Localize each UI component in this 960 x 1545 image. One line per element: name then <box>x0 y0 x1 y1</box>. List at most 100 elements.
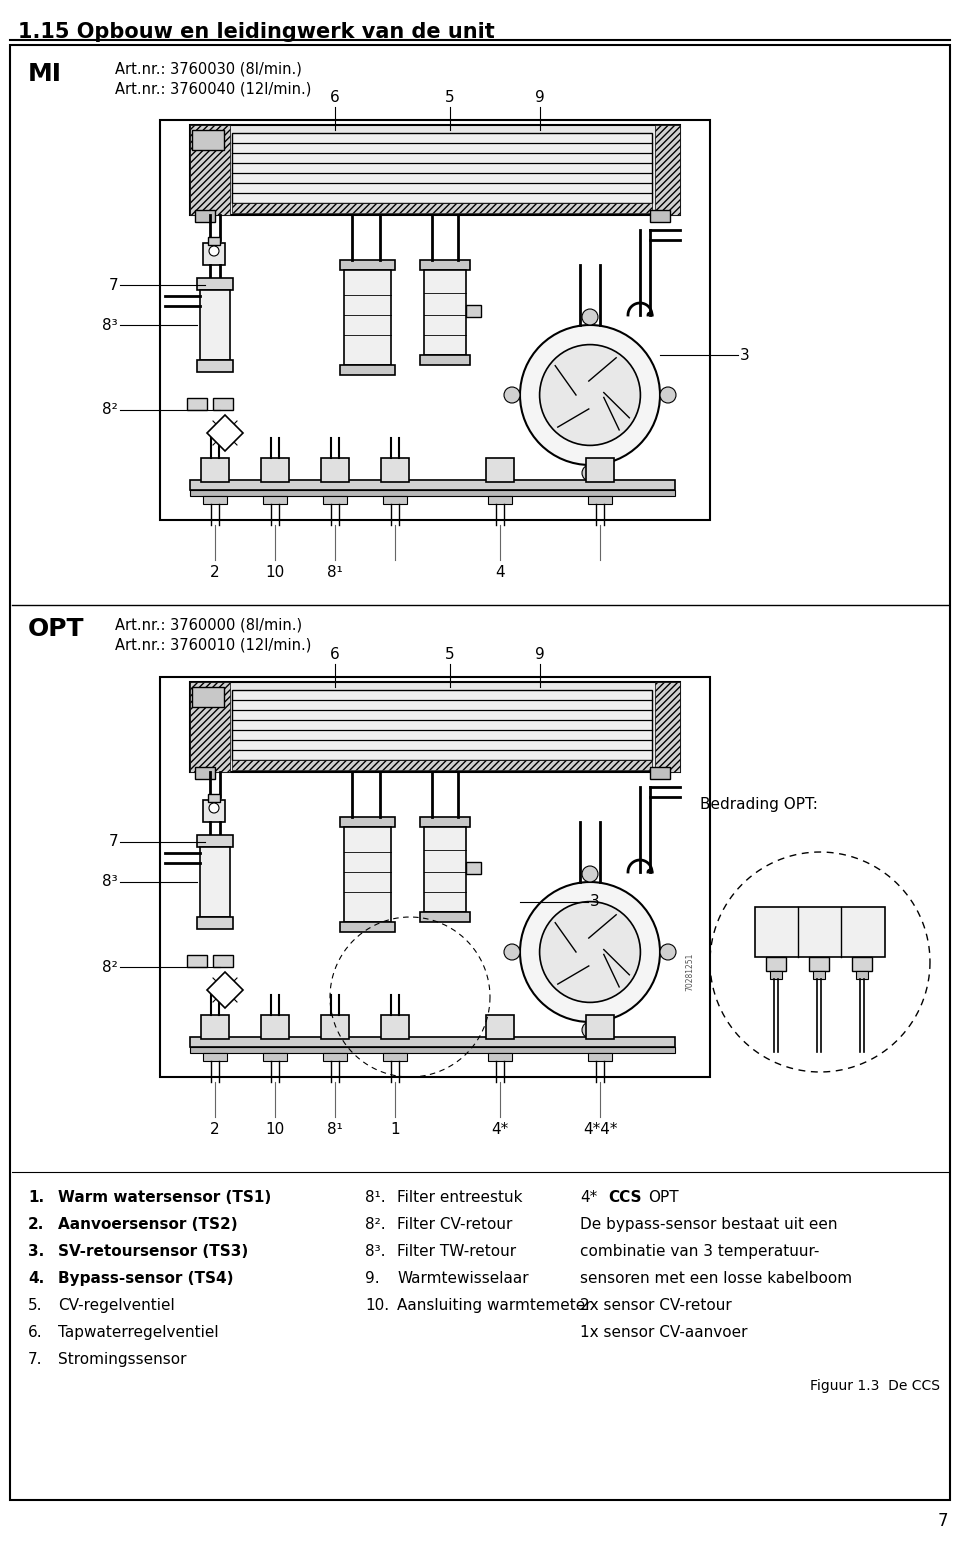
Text: 3: 3 <box>740 348 750 363</box>
Text: 8²: 8² <box>103 959 118 975</box>
Bar <box>195 766 215 779</box>
Bar <box>190 490 675 496</box>
Circle shape <box>582 1021 598 1038</box>
Text: 6: 6 <box>330 90 340 105</box>
Circle shape <box>540 345 640 445</box>
Bar <box>192 688 224 708</box>
Bar <box>160 121 710 521</box>
Bar <box>197 360 233 372</box>
Text: 70281251: 70281251 <box>685 953 694 992</box>
Text: Bypass-sensor (TS4): Bypass-sensor (TS4) <box>58 1272 233 1285</box>
Text: CCS: CCS <box>608 1190 641 1205</box>
Text: 10: 10 <box>265 565 284 579</box>
Text: 1.: 1. <box>28 1190 44 1205</box>
Text: Tapwaterregelventiel: Tapwaterregelventiel <box>58 1326 219 1340</box>
Text: 3: 3 <box>590 895 600 910</box>
Text: Art.nr.: 3760000 (8l/min.): Art.nr.: 3760000 (8l/min.) <box>115 616 302 632</box>
Bar <box>856 970 868 980</box>
Text: 9: 9 <box>535 647 545 661</box>
Text: 7: 7 <box>108 278 118 292</box>
Bar <box>232 691 652 760</box>
Bar <box>420 355 470 365</box>
Bar <box>190 125 680 215</box>
Circle shape <box>660 386 676 403</box>
Circle shape <box>504 944 520 959</box>
Bar <box>203 243 225 266</box>
Bar <box>208 236 220 246</box>
Text: 6.: 6. <box>28 1326 42 1340</box>
Bar <box>340 260 395 270</box>
Bar <box>588 1054 612 1061</box>
Bar <box>200 847 230 918</box>
Circle shape <box>540 902 640 1003</box>
Bar <box>424 270 466 355</box>
Bar <box>466 304 481 317</box>
Text: 1: 1 <box>390 1122 399 1137</box>
Bar <box>344 270 391 365</box>
Bar <box>486 457 514 482</box>
Bar <box>213 399 233 409</box>
Text: 2: 2 <box>210 1122 220 1137</box>
Bar <box>809 956 829 970</box>
Text: 7.: 7. <box>28 1352 42 1367</box>
Bar <box>261 457 289 482</box>
Bar <box>197 834 233 847</box>
Circle shape <box>520 882 660 1021</box>
Text: 4*: 4* <box>580 1190 597 1205</box>
Bar <box>340 365 395 375</box>
Circle shape <box>520 324 660 465</box>
Bar <box>190 1037 675 1048</box>
Text: Filter TW-retour: Filter TW-retour <box>397 1244 516 1259</box>
Text: 8³: 8³ <box>103 318 118 332</box>
Text: combinatie van 3 temperatuur-: combinatie van 3 temperatuur- <box>580 1244 820 1259</box>
Text: OPT: OPT <box>648 1190 679 1205</box>
Bar <box>190 681 680 772</box>
Text: Aansluiting warmtemeter: Aansluiting warmtemeter <box>397 1298 591 1313</box>
Text: 6: 6 <box>330 647 340 661</box>
Text: 1x sensor CV-aanvoer: 1x sensor CV-aanvoer <box>580 1326 748 1340</box>
Bar <box>588 496 612 504</box>
Text: 4*: 4* <box>492 1122 509 1137</box>
Bar <box>203 496 227 504</box>
Text: MI: MI <box>28 62 62 87</box>
Bar <box>201 1015 229 1038</box>
Circle shape <box>660 944 676 959</box>
Circle shape <box>209 803 219 813</box>
Bar <box>190 125 230 215</box>
Bar <box>192 130 224 150</box>
Bar <box>261 1015 289 1038</box>
Bar <box>488 1054 512 1061</box>
Bar <box>755 907 885 956</box>
Bar <box>203 1054 227 1061</box>
Text: Figuur 1.3  De CCS: Figuur 1.3 De CCS <box>810 1380 940 1394</box>
Bar <box>323 496 347 504</box>
Bar <box>655 125 680 215</box>
Text: 5: 5 <box>445 90 455 105</box>
Bar <box>160 677 710 1077</box>
Circle shape <box>504 386 520 403</box>
Text: 2: 2 <box>210 565 220 579</box>
Text: 5: 5 <box>445 647 455 661</box>
Bar <box>488 496 512 504</box>
Bar <box>190 480 675 490</box>
Bar <box>420 260 470 270</box>
Bar <box>340 922 395 932</box>
Text: Aanvoersensor (TS2): Aanvoersensor (TS2) <box>58 1217 238 1231</box>
Bar <box>770 970 782 980</box>
Text: 8³.: 8³. <box>365 1244 386 1259</box>
Bar <box>420 912 470 922</box>
Text: 9.: 9. <box>365 1272 379 1285</box>
Text: Art.nr.: 3760040 (12l/min.): Art.nr.: 3760040 (12l/min.) <box>115 82 311 97</box>
Text: 4.: 4. <box>28 1272 44 1285</box>
Bar <box>195 210 215 222</box>
Text: OPT: OPT <box>28 616 84 641</box>
Text: 9: 9 <box>535 90 545 105</box>
Bar <box>201 457 229 482</box>
Bar <box>383 1054 407 1061</box>
Bar <box>232 133 652 202</box>
Text: Stromingssensor: Stromingssensor <box>58 1352 186 1367</box>
Bar <box>190 681 230 772</box>
Bar <box>650 766 670 779</box>
Text: Bedrading OPT:: Bedrading OPT: <box>700 797 818 813</box>
Text: 2x sensor CV-retour: 2x sensor CV-retour <box>580 1298 732 1313</box>
